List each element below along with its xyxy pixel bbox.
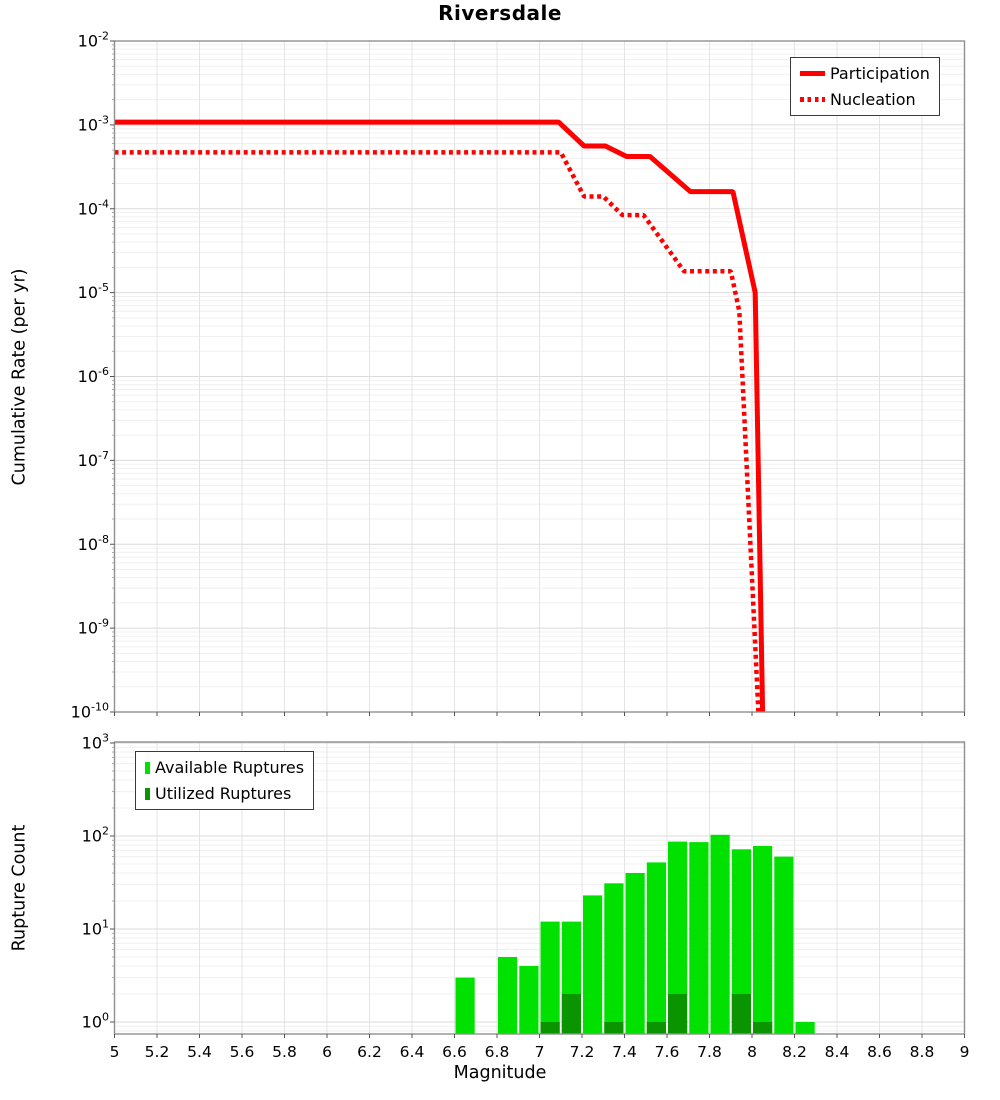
y-tick-label: 10-6 bbox=[78, 365, 109, 386]
y-tick-label: 10-2 bbox=[78, 30, 109, 51]
x-tick-label: 7.4 bbox=[612, 1043, 637, 1061]
x-tick-label: 7 bbox=[535, 1043, 545, 1061]
rate-legend: Participation Nucleation bbox=[790, 57, 940, 116]
utilized-bar bbox=[731, 994, 751, 1034]
utilized-bar bbox=[646, 1022, 666, 1034]
bottom-y-axis-label-text: Rupture Count bbox=[9, 824, 30, 952]
x-tick-label: 6.8 bbox=[485, 1043, 510, 1061]
y-tick-label: 10-3 bbox=[78, 113, 109, 134]
utilized-bar bbox=[604, 1022, 624, 1034]
available-bar bbox=[731, 849, 751, 1034]
x-tick-label: 9 bbox=[960, 1043, 970, 1061]
available-bar bbox=[604, 883, 624, 1034]
rupture-legend: Available Ruptures Utilized Ruptures bbox=[135, 751, 315, 810]
x-tick-label: 7.8 bbox=[697, 1043, 722, 1061]
legend-label-utilized: Utilized Ruptures bbox=[155, 784, 292, 803]
x-tick-label: 8.8 bbox=[910, 1043, 935, 1061]
x-tick-label: 6.6 bbox=[442, 1043, 467, 1061]
x-tick-label: 5.8 bbox=[272, 1043, 297, 1061]
available-bar bbox=[795, 1022, 815, 1034]
available-bar bbox=[583, 895, 603, 1034]
y-tick-label: 10-4 bbox=[78, 197, 109, 218]
x-tick-label: 6.2 bbox=[357, 1043, 382, 1061]
legend-item-nucleation: Nucleation bbox=[800, 90, 930, 109]
available-bar bbox=[710, 834, 730, 1034]
y-tick-label: 100 bbox=[82, 1011, 109, 1032]
x-tick-label: 6 bbox=[322, 1043, 332, 1061]
x-tick-label: 5.2 bbox=[145, 1043, 170, 1061]
legend-item-participation: Participation bbox=[800, 64, 930, 83]
x-tick-label: 7.6 bbox=[655, 1043, 680, 1061]
available-bar bbox=[689, 842, 709, 1034]
utilized-bar bbox=[561, 994, 581, 1034]
chart-title: Riversdale bbox=[438, 1, 562, 25]
x-tick-label: 5.4 bbox=[187, 1043, 212, 1061]
x-tick-label: 6.4 bbox=[400, 1043, 425, 1061]
x-tick-label: 7.2 bbox=[570, 1043, 595, 1061]
bottom-y-axis-label: Rupture Count bbox=[0, 742, 38, 1034]
top-y-axis-label: Cumulative Rate (per yr) bbox=[0, 41, 38, 712]
available-bar bbox=[519, 966, 539, 1034]
available-bar bbox=[625, 873, 645, 1034]
y-tick-label: 101 bbox=[82, 918, 109, 939]
x-tick-label: 5 bbox=[110, 1043, 120, 1061]
x-tick-label: 8.6 bbox=[867, 1043, 892, 1061]
available-bar bbox=[753, 846, 773, 1034]
top-y-axis-label-text: Cumulative Rate (per yr) bbox=[9, 268, 30, 485]
y-tick-label: 10-10 bbox=[71, 701, 109, 722]
x-tick-label: 8.2 bbox=[782, 1043, 807, 1061]
x-tick-label: 5.6 bbox=[230, 1043, 255, 1061]
utilized-bar bbox=[753, 1022, 773, 1034]
available-bar bbox=[646, 862, 666, 1034]
legend-label-participation: Participation bbox=[830, 64, 930, 83]
available-bar bbox=[540, 921, 560, 1034]
x-axis-label: Magnitude bbox=[453, 1063, 547, 1083]
y-tick-label: 10-5 bbox=[78, 281, 109, 302]
y-tick-label: 10-9 bbox=[78, 617, 109, 638]
x-tick-label: 8 bbox=[747, 1043, 757, 1061]
available-bar bbox=[668, 841, 688, 1034]
utilized-bar bbox=[540, 1022, 560, 1034]
legend-label-available: Available Ruptures bbox=[155, 758, 305, 777]
utilized-bar bbox=[668, 994, 688, 1034]
x-tick-label: 8.4 bbox=[825, 1043, 850, 1061]
y-tick-label: 102 bbox=[82, 825, 109, 846]
nucleation-line bbox=[114, 150, 761, 713]
participation-line bbox=[114, 119, 766, 713]
utilized-swatch-icon bbox=[145, 787, 150, 800]
available-bar bbox=[774, 856, 794, 1034]
legend-item-utilized: Utilized Ruptures bbox=[145, 784, 304, 803]
y-tick-label: 10-7 bbox=[78, 449, 109, 470]
legend-item-available: Available Ruptures bbox=[145, 758, 304, 777]
available-swatch-icon bbox=[145, 761, 150, 774]
available-bar bbox=[498, 957, 518, 1034]
available-bar bbox=[455, 977, 475, 1034]
legend-label-nucleation: Nucleation bbox=[830, 90, 916, 109]
dotted-line-swatch-icon bbox=[800, 97, 825, 102]
y-tick-label: 10-8 bbox=[78, 533, 109, 554]
y-tick-label: 103 bbox=[82, 732, 109, 753]
solid-line-swatch-icon bbox=[800, 71, 825, 76]
